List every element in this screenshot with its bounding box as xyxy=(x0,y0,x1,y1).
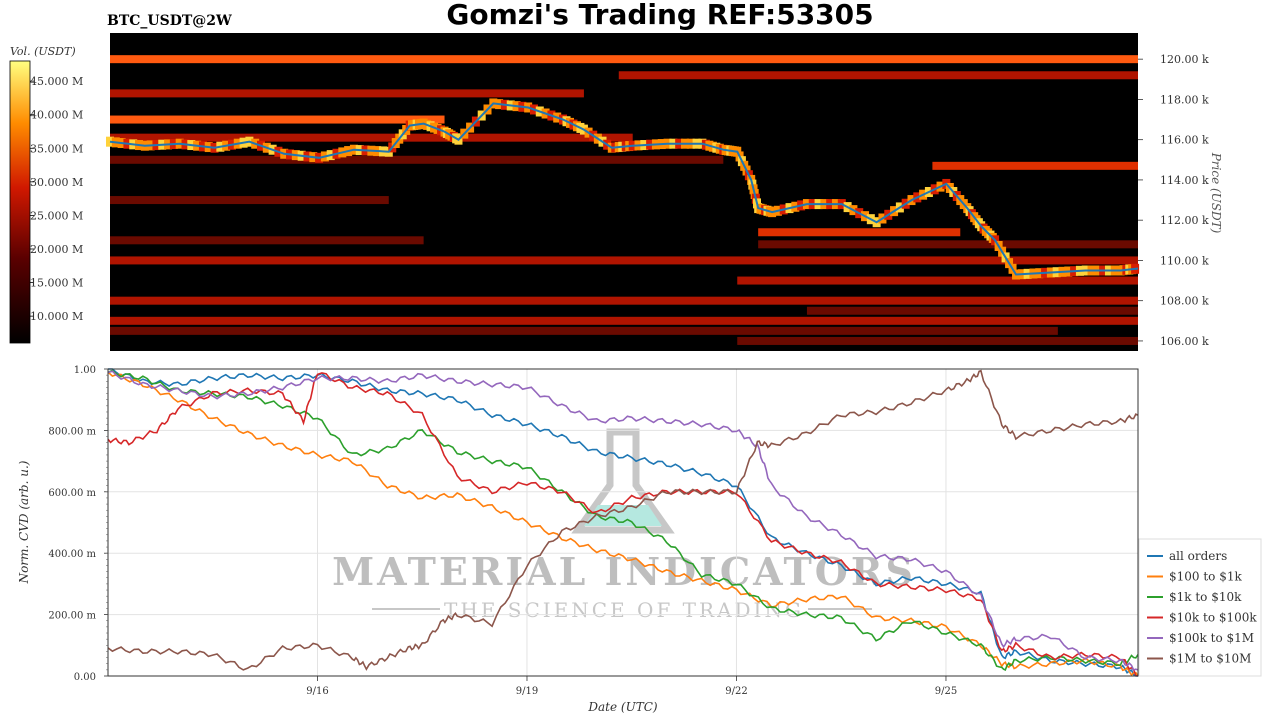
colorbar-tick-label: 10.000 M xyxy=(30,310,83,323)
heatmap-band xyxy=(110,196,389,205)
legend-label: $100k to $1M xyxy=(1169,631,1254,645)
heatmap-band xyxy=(110,155,724,164)
price-tick-label: 116.00 k xyxy=(1160,134,1209,147)
colorbar-ticks: 10.000 M 15.000 M 20.000 M 25.000 M 30.000 M… xyxy=(30,75,83,323)
colorbar-tick-label: 15.000 M xyxy=(30,277,83,290)
colorbar-tick-label: 20.000 M xyxy=(30,243,83,256)
watermark-subtitle: THE SCIENCE OF TRADING xyxy=(444,598,804,622)
x-tick-label: 9/19 xyxy=(516,686,538,697)
y-tick-label: 600.00 m xyxy=(48,488,96,499)
legend-label: all orders xyxy=(1169,549,1227,563)
legend-label: $100 to $1k xyxy=(1169,570,1242,584)
colorbar: Vol. (USDT) 10.000 M 15.000 M 20.000 M 25.0… xyxy=(9,45,83,344)
colorbar-tick-label: 45.000 M xyxy=(30,75,83,88)
heatmap-band xyxy=(110,236,424,245)
legend-items: all orders $100 to $1k $1k to $10k $10k to … xyxy=(1147,549,1257,666)
legend-label: $1M to $10M xyxy=(1169,652,1251,666)
price-tick-label: 106.00 k xyxy=(1160,335,1209,348)
price-tick-label: 114.00 k xyxy=(1160,174,1209,187)
heatmap-band xyxy=(806,306,1138,315)
heatmap-band xyxy=(110,89,584,98)
heatmap-band xyxy=(110,326,1058,335)
x-tick-label: 9/22 xyxy=(725,686,747,697)
price-axis: 106.00 k 108.00 k 110.00 k 112.00 k 114.00 k… xyxy=(1138,53,1209,348)
heatmap-band xyxy=(758,228,961,237)
heatmap-band xyxy=(110,115,445,124)
y-tick-label: 0.00 xyxy=(74,672,96,683)
price-trace xyxy=(106,98,1140,280)
heatmap-band xyxy=(110,55,1138,64)
chart-title: Gomzi's Trading REF:53305 xyxy=(446,0,873,31)
heatmap-panel: 106.00 k 108.00 k 110.00 k 112.00 k 114.00 k… xyxy=(106,33,1223,351)
cvd-x-axis-label: Date (UTC) xyxy=(587,700,657,714)
price-axis-label: Price (USDT) xyxy=(1209,152,1223,234)
y-tick-label: 400.00 m xyxy=(48,549,96,560)
symbol-label: BTC_USDT@2W xyxy=(107,13,232,29)
price-tick-label: 118.00 k xyxy=(1160,93,1209,106)
watermark: MATERIAL INDICATORS THE SCIENCE OF TRADI… xyxy=(332,428,916,622)
series-line xyxy=(107,369,1139,671)
heatmap-band xyxy=(110,256,1138,265)
colorbar-tick-label: 35.000 M xyxy=(30,142,83,155)
watermark-title: MATERIAL INDICATORS xyxy=(332,549,916,594)
heatmap-band xyxy=(737,336,1138,345)
x-tick-label: 9/25 xyxy=(935,686,957,697)
series-line xyxy=(107,371,1139,677)
heatmap-band xyxy=(110,296,1138,305)
colorbar-tick-label: 25.000 M xyxy=(30,209,83,222)
y-tick-label: 1.00 xyxy=(74,365,96,376)
legend-box xyxy=(1138,538,1262,677)
heatmap-band xyxy=(737,276,1138,285)
price-tick-label: 110.00 k xyxy=(1160,254,1209,267)
price-tick-label: 108.00 k xyxy=(1160,295,1209,308)
colorbar-label: Vol. (USDT) xyxy=(10,45,76,58)
series-line xyxy=(107,372,1139,677)
price-tick-label: 120.00 k xyxy=(1160,53,1209,66)
heatmap-band xyxy=(618,71,1138,80)
price-tick-label: 112.00 k xyxy=(1160,214,1209,227)
colorbar-tick-label: 30.000 M xyxy=(30,176,83,189)
colorbar-gradient xyxy=(9,60,31,344)
heatmap-band xyxy=(758,240,1138,249)
series-line xyxy=(107,369,1139,671)
series-line xyxy=(107,370,1139,671)
legend-label: $1k to $10k xyxy=(1169,590,1242,604)
heatmap-band xyxy=(932,161,1138,170)
y-tick-label: 800.00 m xyxy=(48,426,96,437)
price-line xyxy=(109,102,1139,276)
legend-label: $10k to $100k xyxy=(1169,611,1257,625)
cvd-y-axis: 0.00 200.00 m 400.00 m 600.00 m 800.00 m 1.00 xyxy=(48,365,108,683)
cvd-series xyxy=(107,368,1139,677)
cvd-y-axis-label: Norm. CVD (arb. u.) xyxy=(17,460,31,584)
x-tick-label: 9/16 xyxy=(306,686,328,697)
colorbar-tick-label: 40.000 M xyxy=(30,109,83,122)
heatmap-band xyxy=(110,316,1138,325)
flask-icon xyxy=(571,428,675,534)
y-tick-label: 200.00 m xyxy=(48,611,96,622)
cvd-x-axis: 9/16 9/19 9/22 9/25 xyxy=(306,676,957,697)
series-line xyxy=(108,368,1138,677)
heatmap-band xyxy=(110,133,633,142)
legend: all orders $100 to $1k $1k to $10k $10k to … xyxy=(1138,538,1262,677)
cvd-panel: 0.00 200.00 m 400.00 m 600.00 m 800.00 m 1.00… xyxy=(17,365,1139,714)
heatmap-hot-cell xyxy=(106,136,114,147)
heatmap-bands xyxy=(110,55,1138,345)
